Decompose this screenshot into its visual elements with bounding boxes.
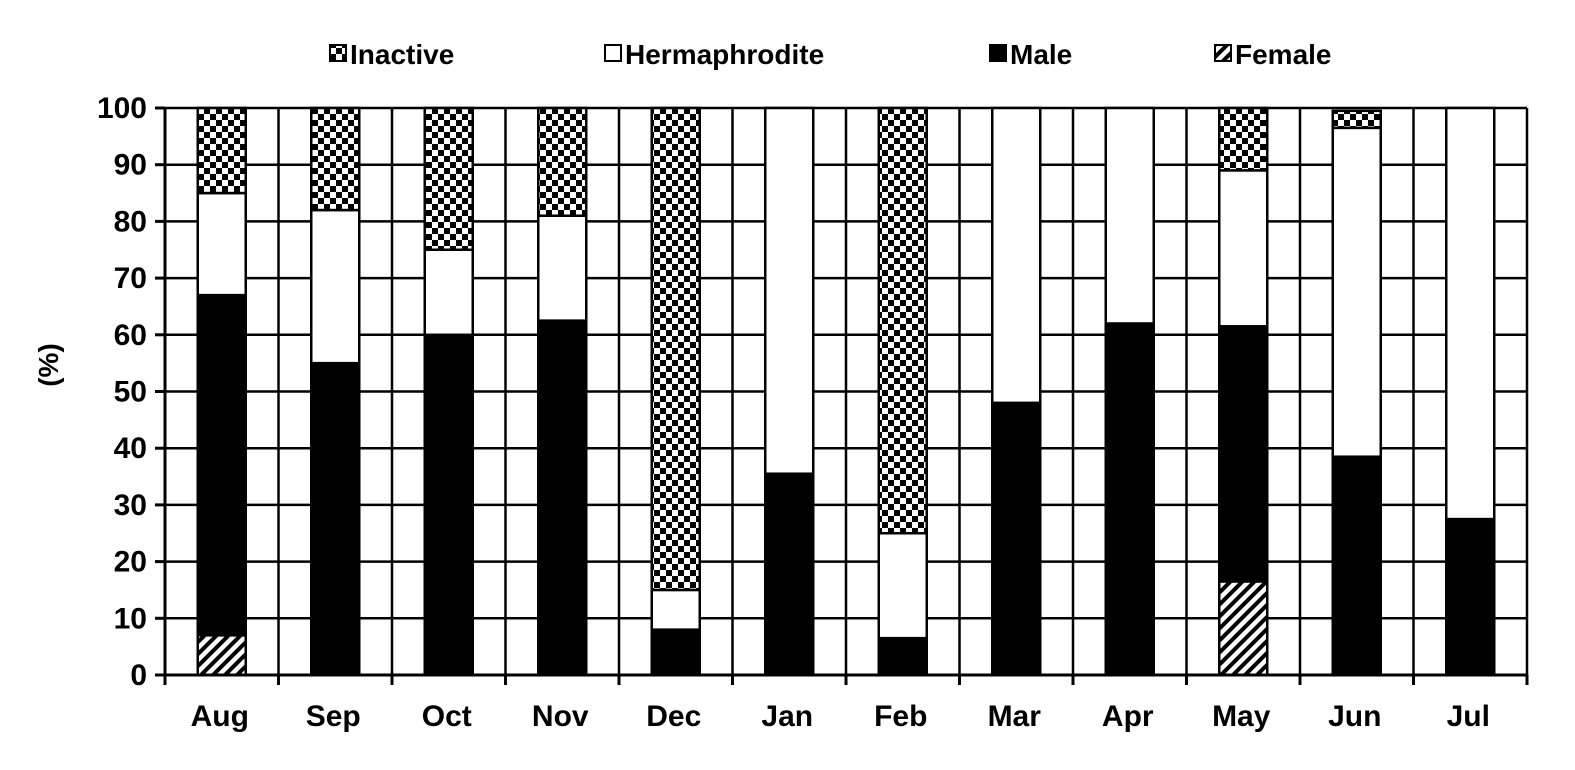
bar-hermaphrodite-nov <box>537 214 588 322</box>
bar-male-feb <box>877 636 928 677</box>
y-tick-label: 50 <box>114 376 147 409</box>
grid-lines <box>163 106 1529 677</box>
bar-male-jan <box>764 472 815 677</box>
bar-male-mar <box>991 401 1042 677</box>
bar-inactive-feb <box>877 106 928 535</box>
y-tick-label: 20 <box>114 546 147 579</box>
bar-hermaphrodite-sep <box>310 208 361 365</box>
legend-swatch-inactive <box>329 44 347 62</box>
legend-swatch-female <box>1214 44 1232 62</box>
bar-hermaphrodite-dec <box>650 588 701 631</box>
bar-hermaphrodite-may <box>1218 169 1269 328</box>
x-tick-label-dec: Dec <box>646 700 701 733</box>
x-tick-label-jan: Jan <box>761 700 813 733</box>
y-tick-label: 60 <box>114 319 147 352</box>
bar-male-may <box>1218 325 1269 583</box>
x-tick-label-sep: Sep <box>306 700 361 733</box>
legend-label-female: Female <box>1235 39 1332 70</box>
x-tick-label-apr: Apr <box>1102 700 1154 733</box>
bar-inactive-oct <box>423 106 474 251</box>
legend-swatch-hermaphrodite <box>604 44 622 62</box>
y-tick-label: 80 <box>114 205 147 238</box>
bar-hermaphrodite-mar <box>991 106 1042 405</box>
y-tick-label: 0 <box>130 659 147 692</box>
bar-hermaphrodite-jan <box>764 106 815 475</box>
x-tick-label-oct: Oct <box>422 700 472 733</box>
bar-hermaphrodite-aug <box>196 191 247 297</box>
bar-inactive-dec <box>650 106 701 592</box>
bar-male-jul <box>1445 517 1496 677</box>
bar-hermaphrodite-apr <box>1104 106 1155 325</box>
bar-male-dec <box>650 628 701 677</box>
bar-female-aug <box>196 634 247 677</box>
bar-hermaphrodite-feb <box>877 532 928 640</box>
x-tick-label-nov: Nov <box>532 700 589 733</box>
bar-male-jun <box>1331 455 1382 677</box>
legend-swatch-male <box>989 44 1007 62</box>
bar-inactive-may <box>1218 106 1269 172</box>
x-tick-label-jun: Jun <box>1328 700 1381 733</box>
bar-hermaphrodite-oct <box>423 248 474 337</box>
legend-label-hermaphrodite: Hermaphrodite <box>625 39 824 70</box>
bar-inactive-aug <box>196 106 247 195</box>
x-tick-label-mar: Mar <box>988 700 1042 733</box>
y-tick-label: 100 <box>97 92 147 125</box>
y-tick-label: 30 <box>114 489 147 522</box>
bar-male-apr <box>1104 322 1155 677</box>
bar-male-oct <box>423 333 474 677</box>
bar-hermaphrodite-jun <box>1331 126 1382 458</box>
x-tick-label-aug: Aug <box>191 700 249 733</box>
bar-inactive-jun <box>1331 109 1382 130</box>
bar-male-sep <box>310 361 361 677</box>
x-tick-label-feb: Feb <box>874 700 927 733</box>
x-tick-label-jul: Jul <box>1447 700 1490 733</box>
y-tick-label: 40 <box>114 432 147 465</box>
bar-male-aug <box>196 293 247 637</box>
axes: 0 10 20 30 40 50 60 70 80 90 100 Aug Sep Oct Nov Dec Jan… <box>97 92 1529 733</box>
bar-female-may <box>1218 580 1269 677</box>
y-tick-label: 90 <box>114 149 147 182</box>
bar-male-nov <box>537 319 588 677</box>
bar-hermaphrodite-jul <box>1445 106 1496 521</box>
y-tick-label: 70 <box>114 262 147 295</box>
bar-inactive-nov <box>537 106 588 217</box>
x-tick-label-may: May <box>1212 700 1271 733</box>
bar-inactive-sep <box>310 106 361 212</box>
y-tick-label: 10 <box>114 602 147 635</box>
legend: Inactive Hermaphrodite Male Female <box>329 39 1332 70</box>
legend-label-male: Male <box>1010 39 1072 70</box>
legend-label-inactive: Inactive <box>350 39 454 70</box>
y-axis-title: (%) <box>33 343 64 387</box>
